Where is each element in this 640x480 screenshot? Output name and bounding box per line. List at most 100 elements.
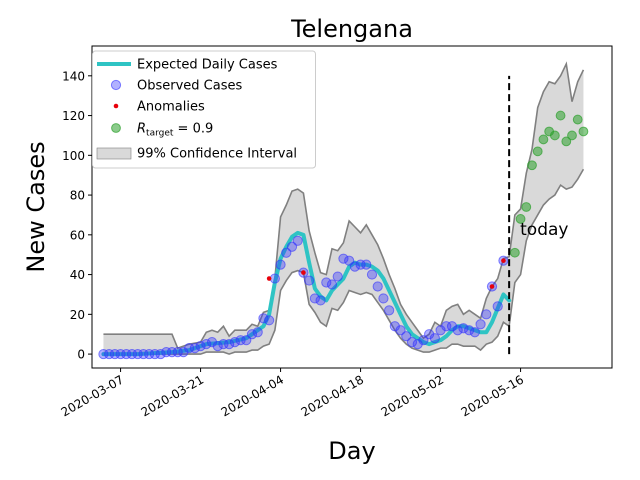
observed-point bbox=[292, 235, 303, 246]
observed-point bbox=[258, 313, 269, 324]
ci-band bbox=[103, 63, 584, 355]
anomaly-point bbox=[501, 258, 506, 263]
y-tick-label: 100 bbox=[62, 149, 85, 163]
observed-point bbox=[412, 339, 423, 350]
observed-point bbox=[349, 261, 360, 272]
y-tick-label: 120 bbox=[62, 109, 85, 123]
chart-title: Telengana bbox=[290, 15, 413, 43]
x-tick-label: 2020-05-02 bbox=[379, 372, 446, 419]
observed-point bbox=[355, 259, 366, 270]
projection-points bbox=[509, 110, 589, 258]
observed-point bbox=[178, 346, 189, 358]
legend-label: Expected Daily Cases bbox=[137, 58, 278, 73]
legend-anomaly-swatch bbox=[113, 103, 119, 109]
projection-point bbox=[515, 214, 526, 224]
legend-label: Anomalies bbox=[137, 100, 205, 115]
projection-point bbox=[578, 126, 589, 137]
projection-point bbox=[561, 136, 572, 147]
projection-point bbox=[555, 110, 566, 121]
y-tick-label: 20 bbox=[70, 308, 85, 322]
observed-point bbox=[326, 279, 338, 290]
observed-point bbox=[172, 346, 183, 358]
observed-point bbox=[184, 343, 195, 354]
anomaly-points bbox=[266, 258, 506, 289]
observed-point bbox=[144, 348, 155, 360]
observed-point bbox=[304, 275, 315, 286]
observed-point bbox=[246, 329, 258, 340]
observed-point bbox=[366, 269, 378, 280]
observed-point bbox=[149, 348, 160, 360]
observed-point bbox=[229, 337, 240, 348]
x-tick-label: 2020-03-07 bbox=[59, 372, 126, 419]
observed-point bbox=[441, 321, 452, 332]
x-tick-label: 2020-04-18 bbox=[299, 372, 366, 419]
observed-points bbox=[98, 235, 509, 360]
observed-point bbox=[98, 348, 109, 360]
x-axis-title: Day bbox=[328, 437, 375, 465]
legend-projection-label: Rtarget = 0.9 bbox=[137, 122, 213, 139]
projection-point bbox=[527, 160, 537, 171]
observed-point bbox=[378, 293, 389, 304]
observed-point bbox=[321, 277, 332, 288]
projection-point bbox=[572, 114, 583, 125]
expected-line bbox=[101, 230, 512, 357]
legend: Expected Daily Cases Observed Cases Anomal… bbox=[92, 50, 316, 169]
observed-point bbox=[309, 293, 320, 304]
projection-point bbox=[567, 130, 577, 141]
observed-point bbox=[201, 339, 212, 350]
observed-point bbox=[115, 348, 126, 360]
observed-point bbox=[138, 348, 149, 360]
projection-point bbox=[509, 247, 520, 258]
plot-area: today bbox=[98, 61, 589, 360]
observed-point bbox=[435, 325, 446, 336]
legend-label: Observed Cases bbox=[137, 79, 242, 94]
observed-point bbox=[332, 271, 343, 282]
observed-point bbox=[212, 341, 223, 352]
projection-point bbox=[549, 130, 560, 141]
observed-point bbox=[155, 348, 166, 360]
observed-point bbox=[429, 333, 440, 344]
observed-point bbox=[384, 305, 395, 316]
observed-point bbox=[464, 325, 475, 336]
y-tick-label: 40 bbox=[70, 268, 85, 282]
axes-frame bbox=[91, 45, 613, 369]
observed-point bbox=[224, 339, 235, 350]
observed-point bbox=[121, 348, 132, 360]
observed-point bbox=[206, 337, 218, 348]
observed-point bbox=[269, 273, 280, 284]
observed-point bbox=[252, 327, 263, 338]
legend-projection-symbol: R bbox=[137, 122, 146, 137]
y-tick-label: 80 bbox=[70, 189, 85, 203]
observed-point bbox=[166, 346, 178, 358]
observed-point bbox=[104, 348, 115, 360]
observed-point bbox=[264, 315, 275, 326]
legend-ci-swatch bbox=[96, 147, 132, 160]
observed-point bbox=[315, 295, 326, 306]
x-tick-label: 2020-03-21 bbox=[139, 372, 206, 419]
projection-point bbox=[521, 202, 532, 212]
observed-point bbox=[195, 341, 206, 352]
legend-projection-subscript: target bbox=[146, 129, 174, 139]
anomaly-point bbox=[266, 276, 272, 281]
ci-upper-edge bbox=[103, 61, 585, 350]
y-tick-label: 0 bbox=[77, 348, 85, 362]
ci-lower-edge bbox=[103, 168, 585, 355]
observed-point bbox=[218, 339, 229, 350]
legend-box bbox=[92, 50, 316, 169]
projection-point bbox=[538, 134, 549, 145]
observed-point bbox=[452, 325, 463, 336]
observed-point bbox=[275, 259, 286, 270]
plot-clip-group bbox=[98, 61, 589, 360]
observed-point bbox=[161, 346, 172, 358]
observed-point bbox=[389, 321, 400, 332]
today-label: today bbox=[520, 220, 568, 240]
observed-point bbox=[372, 281, 383, 292]
legend-projection-value: = 0.9 bbox=[173, 122, 213, 137]
observed-point bbox=[424, 329, 435, 340]
observed-point bbox=[469, 327, 480, 338]
observed-point bbox=[126, 348, 138, 360]
observed-point bbox=[109, 348, 120, 360]
observed-point bbox=[492, 301, 503, 312]
observed-point bbox=[189, 343, 200, 354]
